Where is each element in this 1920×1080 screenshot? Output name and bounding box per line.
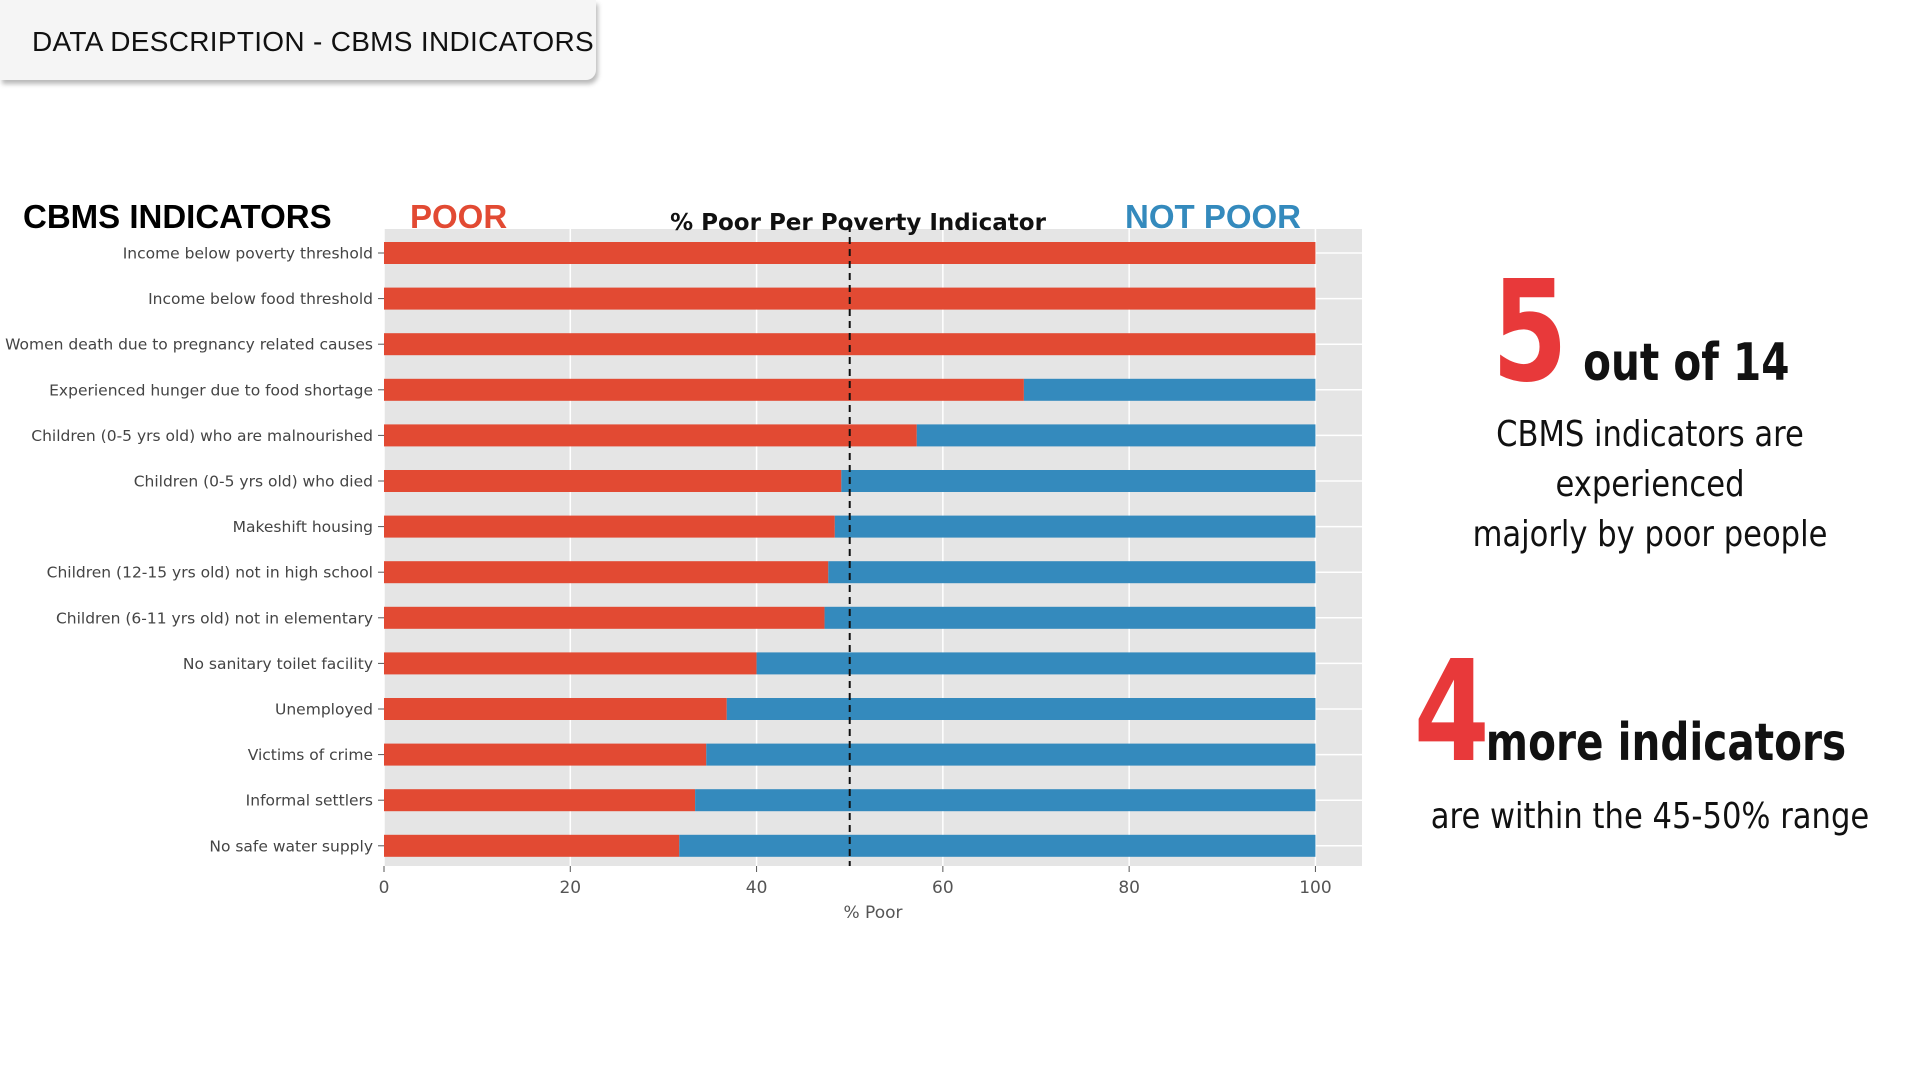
bar-not-poor <box>726 698 1316 720</box>
page-title: DATA DESCRIPTION - CBMS INDICATORS <box>32 26 594 57</box>
bar-poor <box>384 470 842 492</box>
bar-poor <box>384 743 707 766</box>
category-label: Children (12-15 yrs old) not in high sch… <box>47 564 373 582</box>
category-label: No safe water supply <box>209 837 373 855</box>
bar-not-poor <box>916 424 1316 447</box>
not-poor-heading: NOT POOR <box>1125 198 1302 235</box>
bar-not-poor <box>706 743 1316 766</box>
stat-2-headline: 4 more indicators <box>1380 631 1920 794</box>
category-label: Children (0-5 yrs old) who died <box>134 473 373 491</box>
bar-not-poor <box>841 470 1316 492</box>
stat-block-2: 4 more indicators are within the 45-50% … <box>1380 631 1920 842</box>
category-label: Children (0-5 yrs old) who are malnouris… <box>31 427 373 445</box>
bar-poor <box>384 333 1316 356</box>
poverty-bar-chart: Income below poverty threshold Income bel… <box>5 210 1362 923</box>
x-tick-label: 40 <box>746 878 768 898</box>
category-label: Unemployed <box>275 701 373 719</box>
category-label: Experienced hunger due to food shortage <box>49 381 373 399</box>
bar-not-poor <box>756 652 1316 675</box>
bar-not-poor <box>834 515 1316 538</box>
stat-1-headline-text: out of 14 <box>1583 333 1790 393</box>
poor-heading: POOR <box>410 198 508 235</box>
stat-2-sub-line-1: are within the 45-50% range <box>1430 796 1870 837</box>
x-axis-label: % Poor <box>844 903 903 923</box>
category-label: Victims of crime <box>248 746 373 764</box>
stat-1-sub-line-2: majorly by poor people <box>1472 514 1828 555</box>
plot-area <box>384 229 1362 866</box>
bar-not-poor <box>828 561 1316 584</box>
category-label: Makeshift housing <box>233 518 373 536</box>
x-tick-labels: 0 20 40 60 80 100 <box>379 866 1332 898</box>
x-tick-label: 100 <box>1299 878 1331 898</box>
stat-1-sub-line-1: CBMS indicators are experienced <box>1496 414 1804 505</box>
category-label: No sanitary toilet facility <box>183 655 373 673</box>
header-tab: DATA DESCRIPTION - CBMS INDICATORS <box>0 0 596 80</box>
category-label: Informal settlers <box>246 792 373 810</box>
indicators-heading: CBMS INDICATORS <box>23 198 332 235</box>
chart-title: % Poor Per Poverty Indicator <box>670 210 1046 236</box>
bar-poor <box>384 789 696 812</box>
stat-1-headline: 5 out of 14 <box>1380 251 1920 414</box>
x-tick-label: 20 <box>559 878 581 898</box>
category-label: Children (6-11 yrs old) not in elementar… <box>56 609 373 627</box>
bar-poor <box>384 606 825 629</box>
category-label: Income below food threshold <box>148 290 373 308</box>
bar-poor <box>384 561 829 584</box>
x-tick-label: 0 <box>379 878 390 898</box>
bar-poor <box>384 378 1024 401</box>
bar-not-poor <box>695 789 1316 812</box>
stat-2-headline-text: more indicators <box>1486 713 1847 773</box>
category-label: Women death due to pregnancy related cau… <box>5 336 373 354</box>
bar-not-poor <box>679 834 1316 857</box>
bars <box>384 242 1316 857</box>
x-tick-label: 60 <box>932 878 954 898</box>
bar-poor <box>384 652 757 675</box>
x-tick-label: 80 <box>1118 878 1140 898</box>
bar-not-poor <box>1023 378 1316 401</box>
category-label: Income below poverty threshold <box>123 245 373 263</box>
bar-not-poor <box>824 606 1316 629</box>
stat-block-1: 5 out of 14 CBMS indicators are experien… <box>1380 251 1920 560</box>
stat-2-number: 4 <box>1413 631 1490 794</box>
bar-poor <box>384 424 917 447</box>
bar-poor <box>384 515 835 538</box>
bar-poor <box>384 698 727 720</box>
category-labels: Income below poverty threshold Income bel… <box>5 245 384 855</box>
stat-1-number: 5 <box>1492 251 1569 414</box>
bar-poor <box>384 834 680 857</box>
